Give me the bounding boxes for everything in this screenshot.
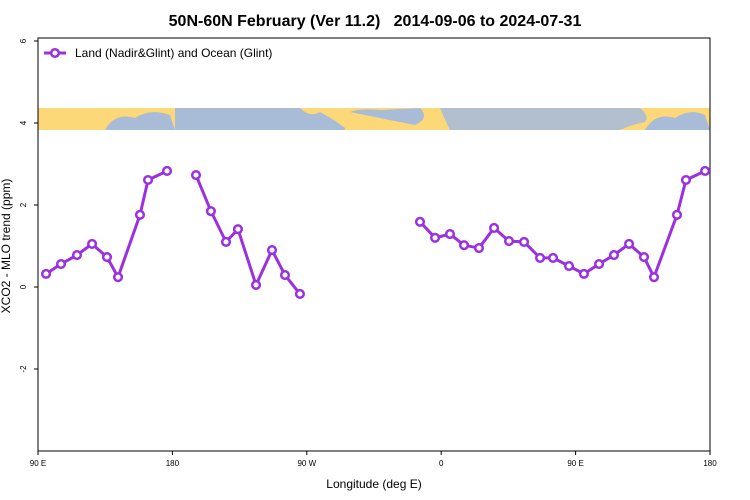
y-tick-label: -2 <box>19 365 28 373</box>
data-point <box>101 252 113 263</box>
data-point <box>87 238 98 249</box>
data-point <box>279 270 291 281</box>
data-point <box>112 272 124 283</box>
plot-frame <box>37 37 711 452</box>
data-point <box>143 174 154 186</box>
data-point <box>638 252 650 263</box>
data-point <box>55 258 67 270</box>
data-point <box>232 224 244 235</box>
data-point <box>503 236 515 247</box>
data-point <box>608 249 620 261</box>
data-point <box>578 268 590 279</box>
data-point <box>535 252 546 263</box>
x-tick-label: 90 E <box>30 459 46 468</box>
y-tick-label: 4 <box>19 120 28 125</box>
data-point <box>414 216 426 227</box>
x-axis-label: Longitude (deg E) <box>326 477 421 491</box>
data-point <box>563 261 575 272</box>
data-point <box>548 252 559 263</box>
data-point <box>220 236 232 247</box>
legend-label: Land (Nadir&Glint) and Ocean (Glint) <box>75 46 272 60</box>
data-point <box>700 165 711 177</box>
data-point <box>41 268 52 279</box>
x-tick-label: 180 <box>703 459 717 468</box>
data-point <box>294 288 305 300</box>
x-tick-label: 90 E <box>567 459 583 468</box>
data-point <box>250 279 262 291</box>
data-point <box>458 240 470 251</box>
y-tick-label: 0 <box>19 284 28 289</box>
data-point <box>593 258 605 270</box>
data-point <box>671 209 683 220</box>
legend-marker <box>49 47 61 59</box>
x-tick-label: 0 <box>439 459 444 468</box>
data-point <box>648 272 660 283</box>
data-point <box>680 174 692 186</box>
x-tick-label: 90 W <box>297 459 316 468</box>
data-point <box>489 222 500 234</box>
series-line <box>45 169 706 295</box>
y-tick-label: 6 <box>19 38 28 43</box>
data-point <box>266 245 278 256</box>
map-strip <box>38 108 710 130</box>
data-point <box>71 249 83 261</box>
data-point <box>190 170 202 181</box>
y-axis-label: XCO2 - MLO trend (ppm) <box>0 179 13 314</box>
data-point <box>473 243 485 254</box>
y-tick-label: 2 <box>19 202 28 207</box>
data-point <box>430 232 441 243</box>
x-tick-label: 180 <box>166 459 180 468</box>
data-point <box>134 209 146 220</box>
data-point <box>205 206 216 217</box>
chart-title: 50N-60N February (Ver 11.2) 2014-09-06 t… <box>169 13 582 30</box>
data-point <box>161 165 173 177</box>
data-point <box>624 238 635 249</box>
data-point <box>519 236 530 247</box>
data-point <box>444 229 456 240</box>
